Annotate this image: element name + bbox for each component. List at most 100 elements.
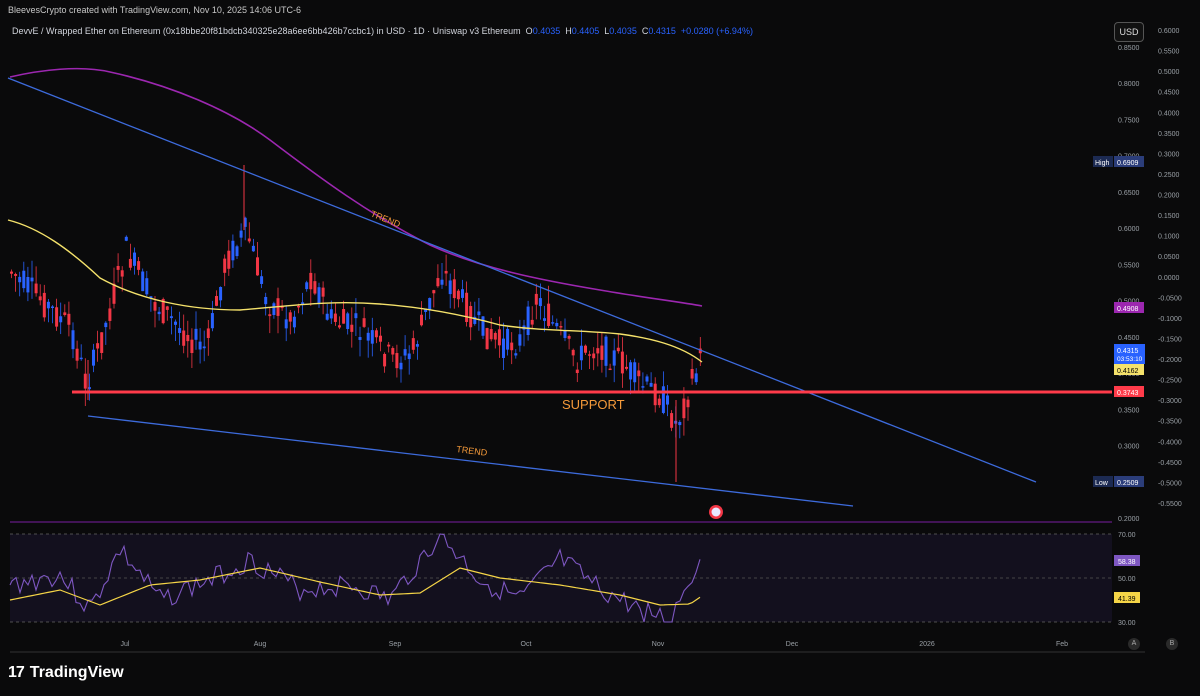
auto-scale-button[interactable]: A — [1128, 638, 1140, 650]
symbol-legend: DevvE / Wrapped Ether on Ethereum (0x18b… — [12, 26, 753, 36]
support-badge-value: 0.3743 — [1117, 390, 1139, 397]
candle-body — [231, 240, 235, 261]
candle-body — [272, 303, 276, 315]
candle-body — [645, 376, 649, 382]
candle-body — [149, 296, 153, 299]
candle-body — [682, 398, 686, 419]
last-price-badge-bg — [1114, 344, 1145, 364]
brand: 17 TradingView — [8, 664, 124, 682]
candle-body — [165, 306, 169, 310]
candle-body — [256, 257, 259, 276]
candle-body — [333, 313, 337, 322]
y-tick-label-secondary: 0.4000 — [1158, 110, 1180, 117]
y-tick-label-secondary: 0.3000 — [1158, 151, 1180, 158]
candle-body — [555, 322, 559, 327]
high-badge-value: 0.6909 — [1117, 160, 1139, 167]
candle-body — [379, 335, 382, 342]
candle-body — [661, 386, 665, 413]
y-tick-label: 0.3000 — [1118, 444, 1140, 451]
ma200-line — [9, 67, 703, 307]
candle-body — [625, 366, 628, 369]
candle-body — [350, 324, 354, 332]
candle-body — [329, 309, 333, 319]
candle-body — [469, 306, 473, 328]
candle-body — [243, 217, 247, 227]
y-tick-label-secondary: 0.5500 — [1158, 49, 1180, 56]
candle-body — [223, 258, 227, 273]
candle-body — [194, 328, 198, 340]
price-chart[interactable]: TREND TREND SUPPORT Jul Aug Sep Oct Nov Dec 20… — [0, 0, 1200, 660]
high-badge-label: High — [1095, 160, 1110, 167]
candle-body — [100, 332, 104, 353]
candle-body — [309, 272, 313, 290]
candle-body — [477, 311, 481, 316]
candle-body — [370, 330, 374, 344]
candlestick-series — [10, 165, 702, 482]
candle-body — [30, 277, 34, 282]
y-tick-label-secondary: -0.3500 — [1158, 419, 1182, 426]
candle-body — [26, 276, 30, 293]
x-axis[interactable]: Jul Aug Sep Oct Nov Dec 2026 Feb — [121, 641, 1069, 648]
candle-body — [338, 325, 341, 328]
candle-body — [637, 370, 641, 377]
candle-body — [260, 276, 264, 284]
candle-body — [690, 368, 694, 379]
y-axis-secondary[interactable]: 0.6000 0.5500 0.5000 0.4500 0.4000 0.3500 0.30… — [1158, 28, 1182, 508]
candle-body — [489, 329, 493, 340]
candle-body — [538, 298, 542, 307]
candle-body — [210, 313, 214, 329]
ma50-badge-bg — [1114, 364, 1144, 375]
y-tick-label-secondary: 0.3500 — [1158, 131, 1180, 138]
ma200-badge-bg — [1114, 302, 1144, 313]
candle-body — [579, 345, 583, 361]
candle-body — [383, 353, 387, 367]
bar-countdown: 03:53:10 — [1117, 356, 1143, 363]
candle-body — [63, 312, 67, 316]
candle-body — [653, 383, 657, 406]
candle-body — [87, 387, 91, 390]
y-tick-label-secondary: 0.1500 — [1158, 213, 1180, 220]
high-badge-value-bg — [1114, 156, 1144, 167]
y-tick-label: 0.5500 — [1118, 262, 1140, 269]
open-label: O — [525, 26, 533, 36]
log-scale-button[interactable]: B — [1166, 638, 1178, 650]
candle-body — [461, 289, 464, 298]
candle-body — [186, 334, 190, 342]
candle-body — [534, 293, 538, 305]
candle-body — [374, 330, 378, 338]
candle-body — [42, 292, 46, 318]
candle-body — [547, 303, 551, 326]
candle-body — [215, 296, 218, 306]
symbol-line[interactable]: DevvE / Wrapped Ether on Ethereum (0x18b… — [12, 26, 521, 36]
candle-body — [395, 353, 399, 369]
candle-body — [592, 353, 596, 359]
candle-body — [559, 326, 563, 328]
candle-body — [366, 332, 370, 341]
candle-body — [588, 354, 592, 356]
candle-body — [616, 347, 620, 352]
candle-body — [567, 336, 571, 339]
candle-body — [235, 246, 239, 257]
y-tick-label-secondary: -0.4500 — [1158, 460, 1182, 467]
rsi-ma-line — [9, 567, 701, 606]
candle-body — [497, 329, 501, 346]
candle-body — [92, 349, 95, 366]
low-label: L — [604, 26, 610, 36]
candle-body — [284, 319, 288, 329]
candle-body — [153, 302, 157, 311]
tradingview-logo-icon: 17 — [8, 664, 25, 681]
candle-body — [342, 309, 346, 324]
candle-body — [526, 306, 530, 336]
candle-body — [202, 346, 206, 349]
currency-button[interactable]: USD — [1114, 22, 1144, 42]
candle-body — [288, 312, 292, 322]
x-tick-label: Feb — [1056, 641, 1068, 648]
y-tick-label: 0.8000 — [1118, 81, 1140, 88]
open-value: 0.4035 — [532, 26, 561, 36]
y-tick-label: 0.2000 — [1118, 516, 1140, 523]
candle-body — [456, 290, 460, 300]
candle-body — [584, 345, 587, 353]
candle-body — [227, 250, 231, 269]
candle-body — [141, 271, 145, 292]
close-label: C — [641, 26, 649, 36]
